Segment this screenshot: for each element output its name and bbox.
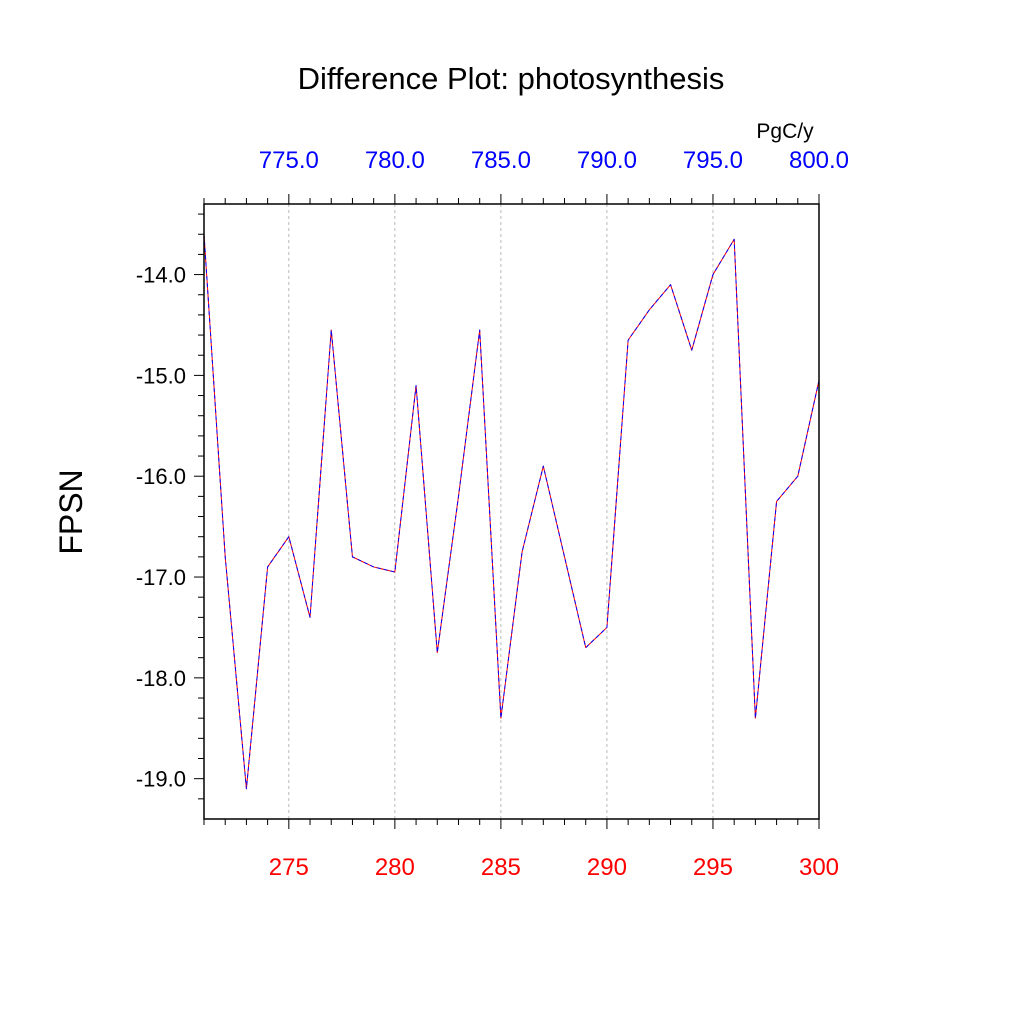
series-line-series-red xyxy=(203,234,820,790)
x-tick-label-top: 775.0 xyxy=(259,147,319,174)
x-tick-label-top: 790.0 xyxy=(577,147,637,174)
top-axis-units-label: PgC/y xyxy=(756,120,814,143)
x-tick-label-top: 800.0 xyxy=(789,147,849,174)
y-tick-label: -16.0 xyxy=(136,464,186,489)
y-tick-label: -19.0 xyxy=(136,767,186,792)
x-tick-label-bottom: 285 xyxy=(481,854,521,881)
chart-title: Difference Plot: photosynthesis xyxy=(298,61,725,96)
axis-ticks xyxy=(194,194,820,829)
x-tick-label-bottom: 275 xyxy=(269,854,309,881)
x-tick-label-bottom: 280 xyxy=(375,854,415,881)
x-tick-label-top: 780.0 xyxy=(365,147,425,174)
x-tick-label-top: 795.0 xyxy=(683,147,743,174)
x-tick-label-bottom: 290 xyxy=(587,854,627,881)
y-tick-label: -14.0 xyxy=(136,263,186,288)
y-tick-label: -15.0 xyxy=(136,363,186,388)
grid-lines xyxy=(288,204,714,819)
data-series xyxy=(203,234,820,790)
y-tick-label: -17.0 xyxy=(136,565,186,590)
y-tick-label: -18.0 xyxy=(136,666,186,691)
x-tick-label-top: 785.0 xyxy=(471,147,531,174)
y-axis-label: FPSN xyxy=(53,469,89,554)
x-tick-label-bottom: 295 xyxy=(693,854,733,881)
x-tick-label-bottom: 300 xyxy=(799,854,839,881)
tick-labels: 275 280 285 290 295 300 775.0 780.0 785.0 790.0 79… xyxy=(136,147,849,881)
plot-frame xyxy=(203,203,820,820)
series-line-series-blue xyxy=(203,234,820,790)
